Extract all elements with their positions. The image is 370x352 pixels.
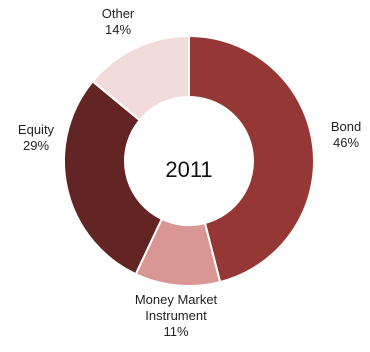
slice-other bbox=[91, 34, 190, 122]
slice-label-money-market-instrument: Money Market Instrument 11% bbox=[135, 292, 218, 339]
center-label: 2011 bbox=[165, 157, 212, 182]
slice-equity bbox=[63, 79, 164, 276]
slice-label-equity: Equity 29% bbox=[18, 122, 55, 153]
slice-label-bond: Bond 46% bbox=[331, 119, 361, 150]
slice-bond bbox=[188, 34, 315, 284]
slice-label-other: Other 14% bbox=[102, 6, 135, 37]
slice-labels: Bond 46% Money Market Instrument 11% Equity 29… bbox=[18, 6, 361, 339]
donut-slices bbox=[63, 34, 315, 287]
